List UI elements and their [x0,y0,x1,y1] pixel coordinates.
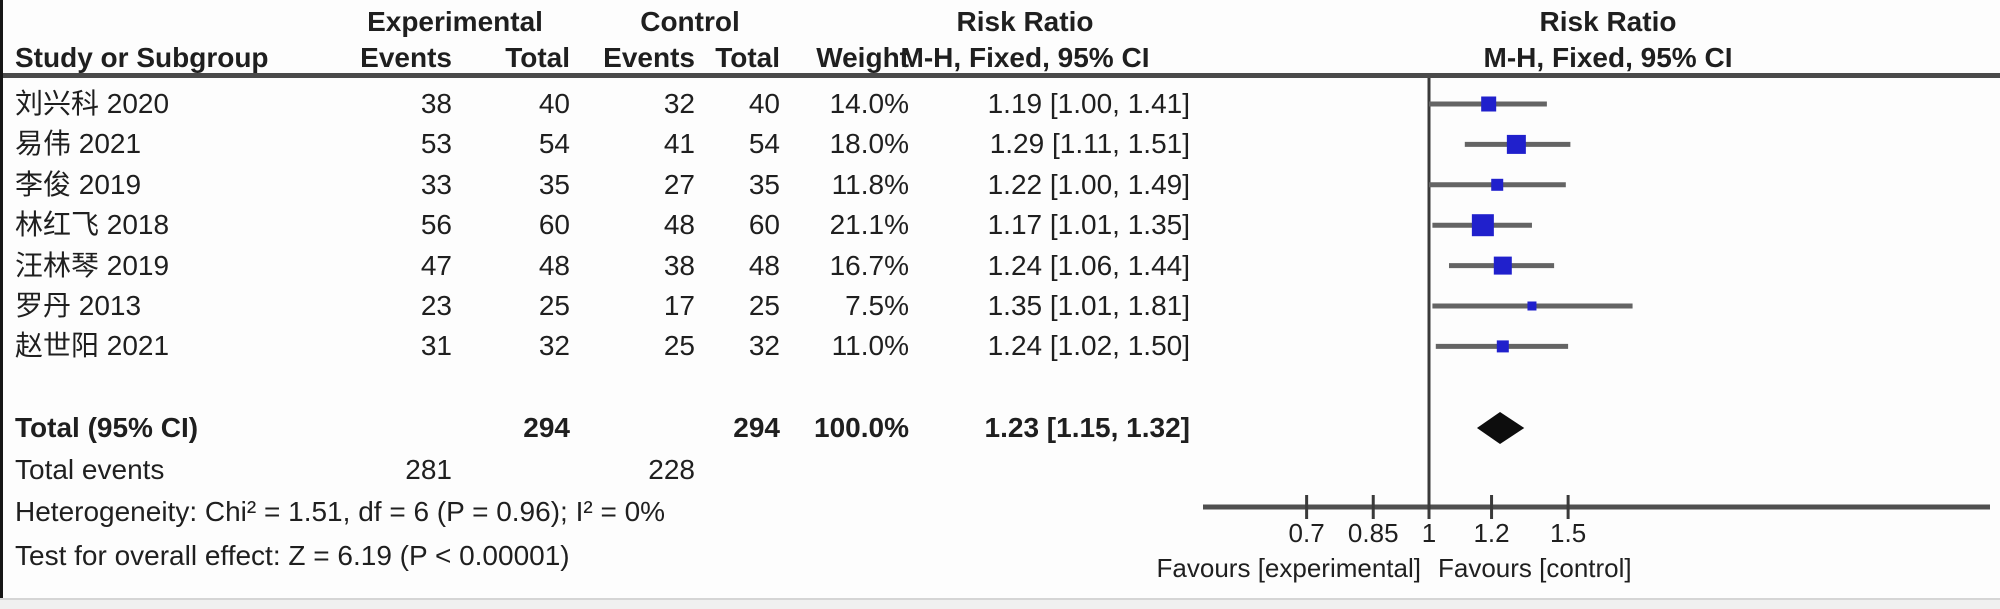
risk-ratio-ci-value: 1.24 [1.02, 1.50] [987,330,1190,362]
exp-total: 40 [538,88,570,119]
x-axis-tick-label: 0.85 [1348,518,1399,548]
ctl-total: 35 [748,168,780,200]
risk-ratio-ci-value: 1.22 [1.00, 1.49] [987,168,1190,200]
header-exp-events: Events [360,42,452,73]
study-name: 易伟 2021 [15,128,142,160]
ctl-events: 27 [663,168,695,200]
ctl-total: 48 [748,249,780,281]
effect-marker [1506,134,1526,154]
study-name: 罗丹 2013 [15,290,142,321]
exp-events: 38 [420,88,452,119]
summary-diamond [1476,412,1525,444]
ctl-events: 48 [663,209,695,241]
x-axis-tick-label: 1.5 [1550,518,1586,548]
exp-total: 54 [538,128,570,160]
bottom-edge-strip [0,600,2000,609]
ctl-total: 60 [748,209,780,241]
ctl-events: 17 [663,290,695,321]
study-name: 赵世阳 2021 [15,330,170,362]
total-weight: 100.0% [814,412,909,443]
exp-events: 31 [420,330,452,362]
ctl-events: 41 [663,128,695,160]
overall-effect-text: Test for overall effect: Z = 6.19 (P < 0… [15,540,570,571]
exp-total: 25 [538,290,570,321]
ctl-total: 32 [748,330,780,362]
total-events-label: Total events [15,454,165,485]
header-ctl-total: Total [715,42,780,73]
effect-marker [1471,214,1494,237]
exp-total: 60 [538,209,570,241]
header-mh-ci-left: M-H, Fixed, 95% CI [900,42,1150,73]
heterogeneity-text: Heterogeneity: Chi² = 1.51, df = 6 (P = … [15,496,666,527]
effect-marker [1496,340,1509,353]
weight-value: 21.1% [829,209,909,241]
exp-events: 53 [420,128,452,160]
header-group-experimental: Experimental [367,6,543,37]
header-risk-ratio-right: Risk Ratio [1539,6,1677,37]
weight-value: 18.0% [829,128,909,160]
weight-value: 7.5% [845,290,909,321]
header-underline [0,73,2000,78]
total-events-control: 228 [648,454,695,485]
exp-total: 35 [538,168,570,200]
weight-value: 14.0% [829,88,909,119]
ctl-events: 32 [663,88,695,119]
favours-control-label: Favours [control] [1438,553,1632,583]
header-study: Study or Subgroup [15,42,269,73]
ctl-total: 40 [748,88,780,119]
header-ctl-events: Events [603,42,695,73]
effect-marker [1481,96,1497,112]
study-name: 林红飞 2018 [15,209,170,241]
effect-marker [1491,178,1504,191]
total-events-experimental: 281 [405,454,452,485]
x-axis-tick-label: 1.2 [1473,518,1509,548]
weight-value: 11.8% [831,168,909,200]
ctl-total: 25 [748,290,780,321]
total-ctl-total: 294 [733,412,780,443]
header-mh-ci-right: M-H, Fixed, 95% CI [1483,42,1733,73]
study-name: 汪林琴 2019 [15,249,170,281]
ctl-events: 38 [663,249,695,281]
x-axis-tick-label: 0.7 [1289,518,1325,548]
left-border-line [0,0,3,609]
effect-marker [1527,301,1537,311]
risk-ratio-ci-value: 1.29 [1.11, 1.51] [989,128,1190,160]
header-group-control: Control [640,6,740,37]
risk-ratio-ci-value: 1.35 [1.01, 1.81] [987,290,1190,321]
header-exp-total: Total [505,42,570,73]
exp-total: 48 [538,249,570,281]
exp-events: 23 [420,290,452,321]
weight-value: 16.7% [829,249,909,281]
total-risk-ratio-ci: 1.23 [1.15, 1.32] [984,412,1190,443]
effect-marker [1493,256,1512,275]
exp-events: 33 [420,168,452,200]
x-axis-tick-label: 1 [1422,518,1436,548]
ctl-total: 54 [748,128,780,160]
favours-experimental-label: Favours [experimental] [1157,553,1421,583]
header-weight: Weight [816,42,909,73]
ctl-events: 25 [663,330,695,362]
weight-value: 11.0% [831,330,909,362]
risk-ratio-ci-value: 1.17 [1.01, 1.35] [987,209,1190,241]
risk-ratio-ci-value: 1.19 [1.00, 1.41] [987,88,1190,119]
header-risk-ratio-left: Risk Ratio [956,6,1094,37]
study-name: 李俊 2019 [15,168,142,200]
total-exp-total: 294 [523,412,570,443]
total-label: Total (95% CI) [15,412,199,443]
study-name: 刘兴科 2020 [15,88,170,119]
bottom-border-line [0,598,2000,600]
exp-events: 47 [420,249,452,281]
risk-ratio-ci-value: 1.24 [1.06, 1.44] [987,249,1190,281]
exp-events: 56 [420,209,452,241]
exp-total: 32 [538,330,570,362]
